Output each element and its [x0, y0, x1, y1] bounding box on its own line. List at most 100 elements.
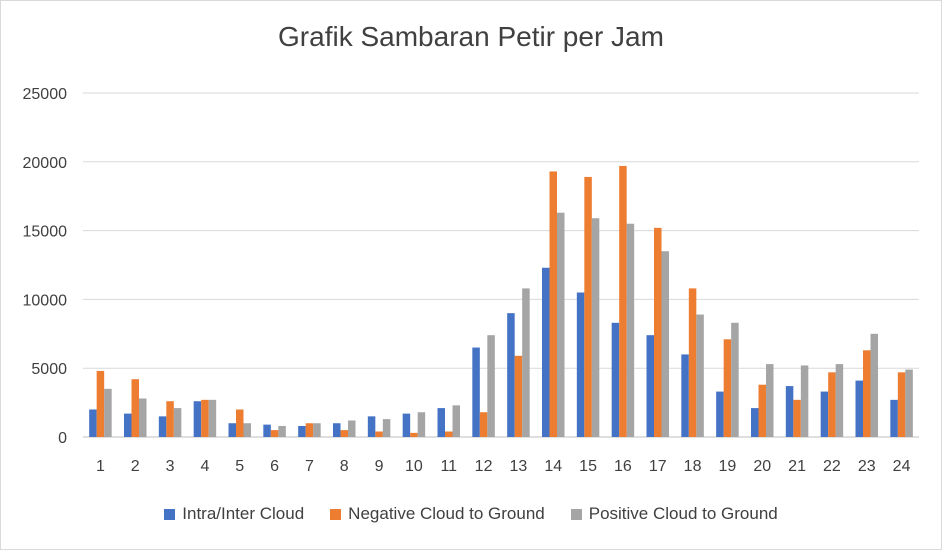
bar — [410, 432, 418, 437]
bar — [688, 288, 697, 437]
bar — [576, 292, 585, 437]
bar — [820, 391, 829, 437]
bar — [626, 223, 635, 437]
bar — [793, 399, 801, 437]
legend-item: Positive Cloud to Ground — [570, 504, 778, 524]
bar — [89, 409, 97, 437]
bar — [905, 369, 913, 437]
x-tick-label: 3 — [166, 458, 175, 475]
legend-label: Intra/Inter Cloud — [182, 504, 305, 523]
bar — [751, 408, 759, 437]
y-tick-label: 5000 — [31, 361, 67, 378]
legend-swatch — [570, 508, 582, 520]
x-tick-label: 17 — [649, 458, 667, 475]
x-tick-label: 10 — [405, 458, 423, 475]
bar — [584, 176, 592, 437]
bar — [348, 420, 356, 437]
bar — [646, 335, 654, 437]
x-tick-label: 20 — [753, 458, 771, 475]
x-tick-label: 9 — [375, 458, 384, 475]
bar — [131, 379, 139, 437]
x-tick-label: 11 — [440, 458, 457, 475]
bar — [654, 227, 662, 437]
bar — [124, 413, 132, 437]
bar — [716, 391, 724, 437]
x-tick-label: 14 — [544, 458, 562, 475]
bar — [201, 399, 209, 437]
bar — [208, 399, 217, 437]
bar — [890, 399, 898, 437]
bar — [305, 423, 314, 437]
bar — [333, 423, 341, 437]
legend-swatch — [330, 508, 342, 520]
bar — [661, 251, 669, 437]
legend-item: Intra/Inter Cloud — [164, 504, 304, 524]
x-tick-label: 18 — [684, 458, 702, 475]
legend-swatch — [164, 508, 176, 520]
bar — [193, 401, 202, 437]
bar — [375, 431, 383, 437]
bar — [367, 416, 376, 437]
bar — [611, 322, 620, 437]
bar — [236, 409, 244, 437]
legend-label: Negative Cloud to Ground — [348, 504, 545, 523]
bar — [445, 431, 453, 437]
x-tick-label: 19 — [719, 458, 737, 475]
x-tick-label: 6 — [270, 458, 279, 475]
bar — [313, 423, 321, 437]
bar — [479, 412, 488, 437]
bar — [863, 350, 871, 437]
bar — [542, 267, 550, 437]
bar — [800, 365, 809, 437]
bar — [514, 355, 523, 437]
x-tick-label: 2 — [131, 458, 140, 475]
bar — [870, 333, 878, 437]
legend: Intra/Inter Cloud Negative Cloud to Groun… — [1, 504, 941, 524]
bar — [619, 165, 627, 437]
x-tick-label: 15 — [579, 458, 597, 475]
bar — [243, 423, 251, 437]
bar — [723, 339, 732, 437]
bar — [758, 384, 766, 437]
bar — [835, 364, 844, 437]
bar — [139, 398, 147, 437]
bar — [696, 314, 704, 437]
bar — [507, 313, 515, 437]
bar — [263, 424, 271, 437]
bar — [522, 288, 530, 437]
bar — [828, 372, 836, 437]
bar — [104, 388, 112, 437]
bar — [731, 322, 739, 437]
bar — [382, 419, 391, 437]
x-tick-label: 12 — [475, 458, 493, 475]
bar — [270, 430, 279, 437]
x-tick-label: 4 — [200, 458, 209, 475]
bar — [96, 370, 105, 437]
bar — [437, 408, 445, 437]
y-tick-label: 20000 — [23, 155, 68, 172]
bar — [340, 430, 348, 437]
bar — [855, 380, 863, 437]
bar — [278, 425, 286, 437]
bar — [173, 408, 182, 437]
bar — [557, 212, 565, 437]
bar — [549, 171, 557, 437]
legend-item: Negative Cloud to Ground — [330, 504, 545, 524]
x-tick-label: 7 — [305, 458, 314, 475]
x-tick-label: 5 — [235, 458, 244, 475]
x-tick-label: 13 — [510, 458, 528, 475]
bar — [766, 364, 774, 437]
y-tick-label: 10000 — [23, 292, 68, 309]
bar — [158, 416, 167, 437]
x-tick-label: 23 — [858, 458, 876, 475]
x-tick-label: 16 — [614, 458, 632, 475]
legend-label: Positive Cloud to Ground — [588, 504, 778, 523]
bar — [417, 412, 426, 437]
x-tick-label: 21 — [788, 458, 806, 475]
y-tick-label: 25000 — [23, 86, 68, 103]
chart-title: Grafik Sambaran Petir per Jam — [278, 21, 664, 52]
bar — [487, 335, 495, 437]
y-tick-label: 0 — [58, 430, 67, 447]
bar — [166, 401, 174, 437]
